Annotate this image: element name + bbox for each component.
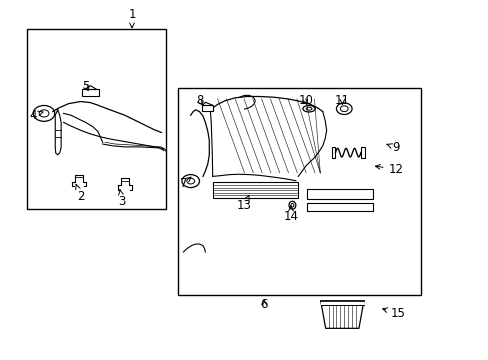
Bar xyxy=(331,147,335,158)
Bar xyxy=(81,89,99,96)
Text: 12: 12 xyxy=(375,163,403,176)
Text: 4: 4 xyxy=(29,109,43,122)
Text: 11: 11 xyxy=(334,94,349,107)
Polygon shape xyxy=(320,301,363,328)
Text: 5: 5 xyxy=(81,80,89,93)
Bar xyxy=(202,105,213,111)
Bar xyxy=(320,301,363,305)
Bar xyxy=(360,147,364,158)
Bar xyxy=(212,182,298,198)
Text: 13: 13 xyxy=(237,195,251,212)
Text: 3: 3 xyxy=(118,189,126,208)
Text: 1: 1 xyxy=(128,8,136,28)
Bar xyxy=(306,189,372,199)
Text: 8: 8 xyxy=(195,94,203,107)
Bar xyxy=(306,203,372,211)
Text: 2: 2 xyxy=(76,184,84,203)
Text: 10: 10 xyxy=(298,94,312,107)
Text: 6: 6 xyxy=(260,298,267,311)
Text: 9: 9 xyxy=(386,141,399,154)
Bar xyxy=(27,29,166,209)
Text: 15: 15 xyxy=(382,307,405,320)
Bar xyxy=(178,88,420,295)
Text: 7: 7 xyxy=(179,177,190,190)
Text: 14: 14 xyxy=(283,206,298,222)
